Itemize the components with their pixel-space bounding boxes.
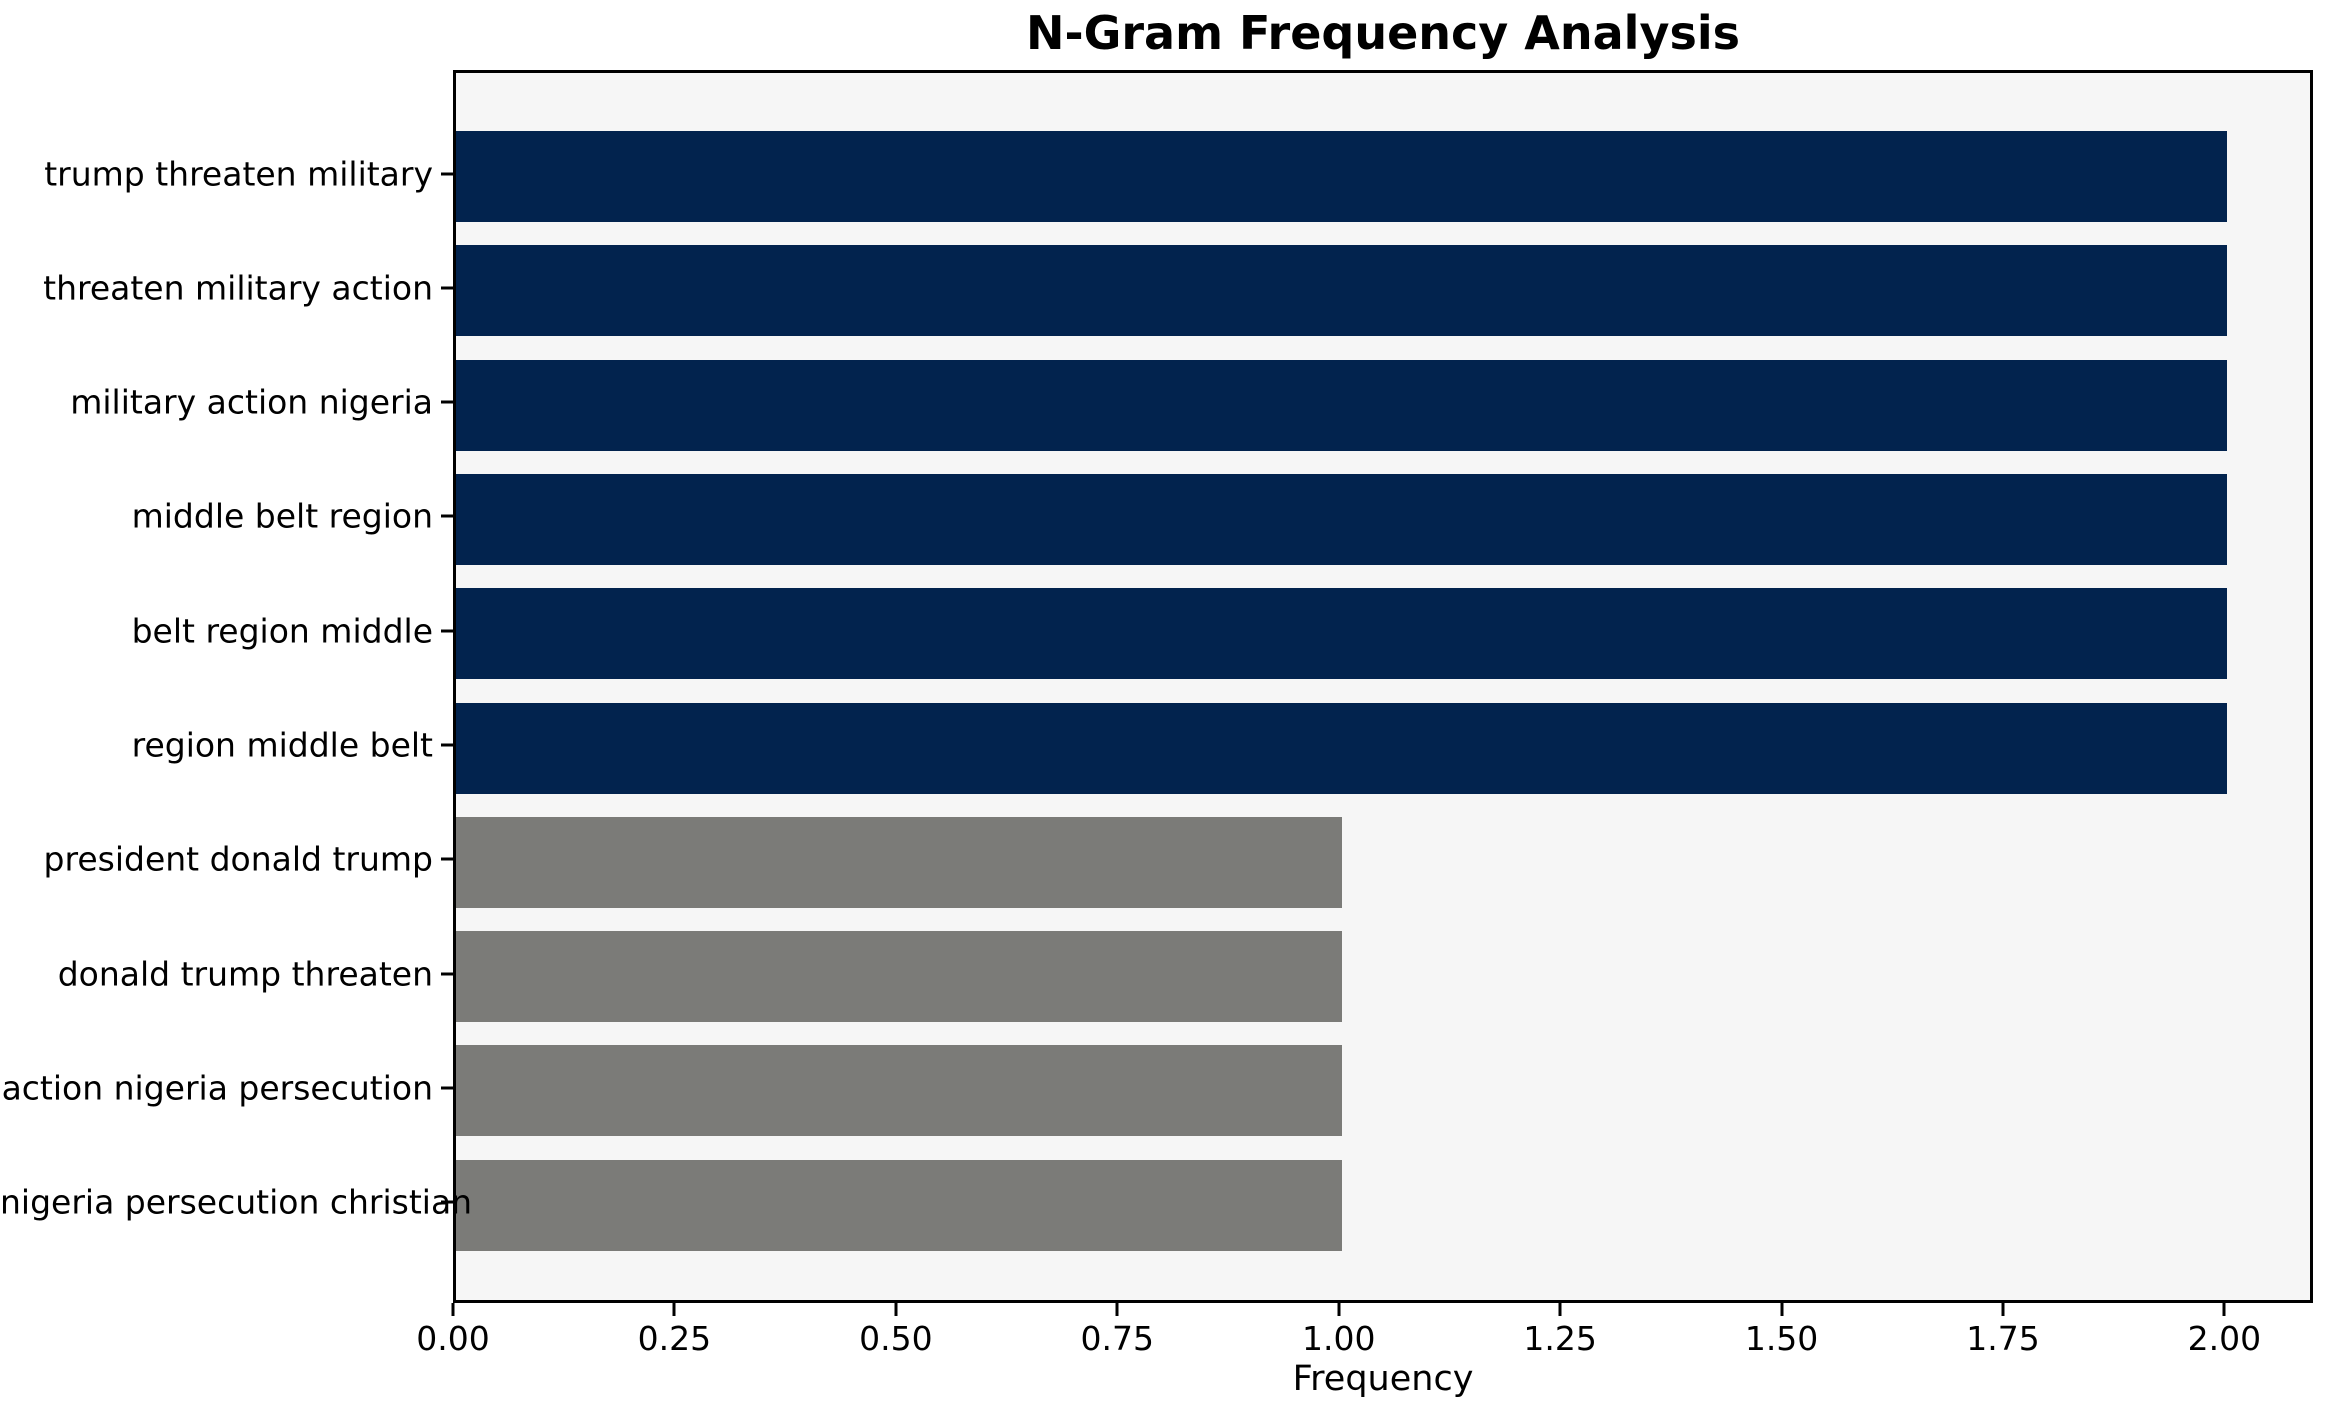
y-tick xyxy=(441,1086,453,1090)
bar xyxy=(456,359,2228,451)
y-tick-label: donald trump threaten xyxy=(57,954,433,994)
y-tick-label: threaten military action xyxy=(43,268,433,308)
x-tick-label: 1.75 xyxy=(1966,1319,2040,1358)
y-tick-label: nigeria persecution christian xyxy=(0,1182,473,1222)
x-axis-title: Frequency xyxy=(1292,1359,1474,1399)
y-tick xyxy=(441,857,453,861)
bar xyxy=(456,816,1342,908)
x-tick xyxy=(1115,1303,1119,1316)
x-tick xyxy=(672,1303,676,1316)
x-tick xyxy=(2222,1303,2226,1316)
x-tick xyxy=(1780,1303,1784,1316)
y-tick xyxy=(441,629,453,633)
y-tick xyxy=(441,743,453,747)
bar xyxy=(456,245,2228,337)
bar xyxy=(456,588,2228,680)
y-tick-label: action nigeria persecution xyxy=(1,1068,433,1108)
y-tick xyxy=(441,286,453,290)
x-tick xyxy=(2001,1303,2005,1316)
plot-area xyxy=(453,70,2313,1303)
bar xyxy=(456,702,2228,794)
y-tick-label: president donald trump xyxy=(43,839,433,879)
x-tick-label: 0.00 xyxy=(416,1319,490,1358)
y-tick xyxy=(441,400,453,404)
x-tick xyxy=(451,1303,455,1316)
y-tick-label: belt region middle xyxy=(131,611,433,651)
y-tick xyxy=(441,1200,453,1204)
bar xyxy=(456,931,1342,1023)
x-tick xyxy=(894,1303,898,1316)
y-tick xyxy=(441,172,453,175)
bar xyxy=(456,1159,1342,1251)
y-tick-label: military action nigeria xyxy=(70,382,433,422)
chart-title: N-Gram Frequency Analysis xyxy=(1026,6,1740,60)
x-tick-label: 0.75 xyxy=(1080,1319,1155,1358)
x-tick-label: 1.25 xyxy=(1523,1319,1597,1358)
y-tick-label: trump threaten military xyxy=(44,154,433,193)
y-tick xyxy=(441,972,453,976)
x-tick-label: 2.00 xyxy=(2187,1319,2262,1358)
x-tick xyxy=(1337,1303,1341,1316)
x-tick xyxy=(1558,1303,1562,1316)
bar xyxy=(456,1045,1342,1137)
x-tick-label: 0.50 xyxy=(859,1319,933,1358)
x-tick-label: 1.00 xyxy=(1301,1319,1376,1358)
y-tick xyxy=(441,514,453,518)
bar xyxy=(456,131,2228,222)
x-tick-label: 1.50 xyxy=(1744,1319,1819,1358)
x-tick-label: 0.25 xyxy=(637,1319,712,1358)
bar xyxy=(456,473,2228,565)
y-tick-label: region middle belt xyxy=(131,725,433,765)
y-tick-label: middle belt region xyxy=(131,496,433,536)
